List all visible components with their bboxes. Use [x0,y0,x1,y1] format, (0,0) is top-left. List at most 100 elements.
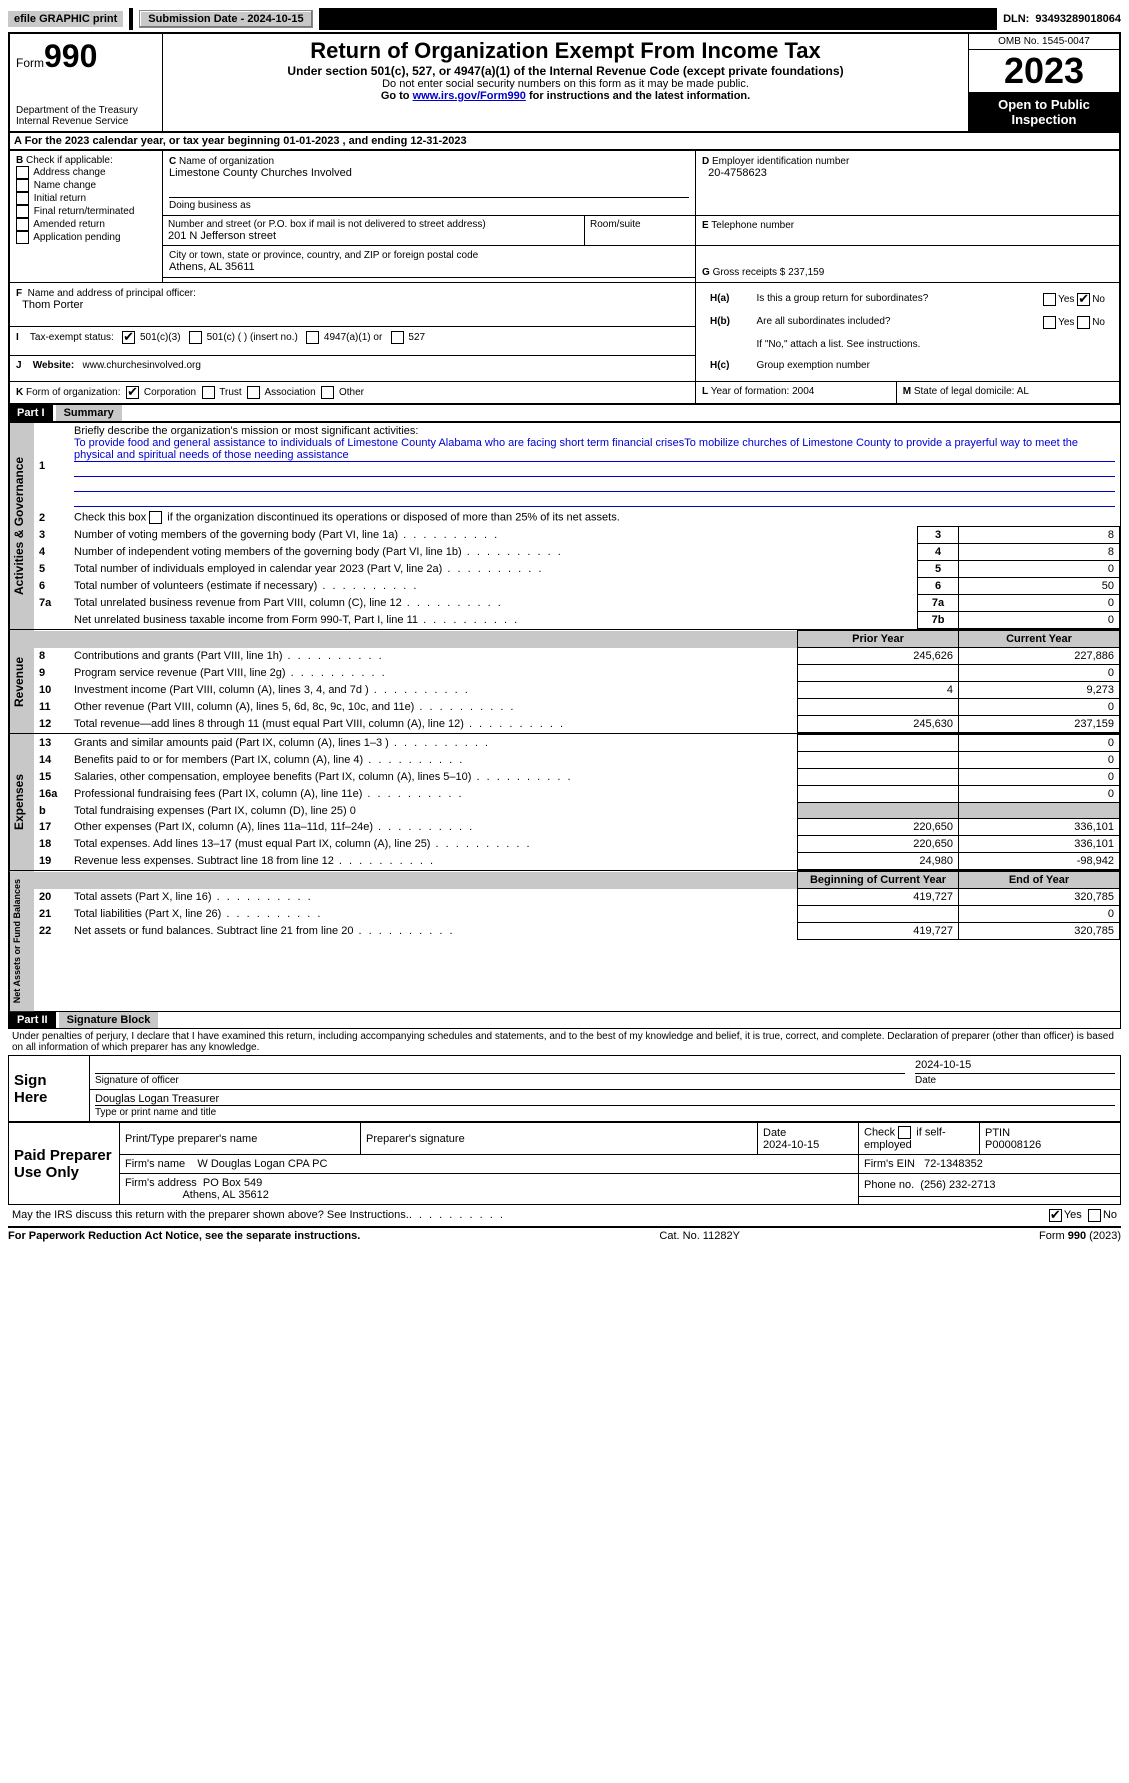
year-cell: OMB No. 1545-0047 2023 [969,33,1121,93]
ag-row: 5 Total number of individuals employed i… [34,561,1120,578]
g-label: Gross receipts $ [713,267,786,278]
e-label: Telephone number [711,220,794,231]
mission-text: To provide food and general assistance t… [74,437,1115,462]
tax-year: 2023 [969,50,1119,92]
phone-label: Phone no. [864,1179,914,1191]
chk-4947[interactable] [306,331,319,344]
topbar-sep [129,8,133,30]
ag-row: 6 Total number of volunteers (estimate i… [34,578,1120,595]
f-label: Name and address of principal officer: [28,288,196,299]
col-prior: Prior Year [798,631,959,648]
chk-hb-yes[interactable] [1043,316,1056,329]
sig-date-cell: 2024-10-15 Date [910,1056,1121,1090]
money-row: 17 Other expenses (Part IX, column (A), … [34,819,1120,836]
website-value: www.churchesinvolved.org [83,360,201,371]
chk-address-change[interactable] [16,166,29,179]
addr-label: Number and street (or P.O. box if mail i… [168,219,486,230]
hb-yes: Yes [1058,317,1074,328]
phone-val: (256) 232-2713 [920,1179,995,1191]
box-b: B Check if applicable: Address change Na… [9,150,163,283]
chk-hb-no[interactable] [1077,316,1090,329]
k-opt-1: Trust [219,387,241,398]
chk-527[interactable] [391,331,404,344]
b-opt-1: Name change [34,180,96,191]
b-opt-0: Address change [33,167,105,178]
k-label: Form of organization: [26,387,121,398]
firm-name-label: Firm's name [125,1158,185,1170]
chk-501c[interactable] [189,331,202,344]
chk-other[interactable] [321,386,334,399]
money-row: 18 Total expenses. Add lines 13–17 (must… [34,836,1120,853]
ag-section: Activities & Governance 1 Briefly descri… [8,422,1121,630]
open-to-public: Open to Public Inspection [969,93,1121,133]
discuss-yes: Yes [1064,1209,1082,1222]
b-label: Check if applicable: [26,155,113,166]
hb-no: No [1092,317,1105,328]
ag-row: 4 Number of independent voting members o… [34,544,1120,561]
firm-ein-val: 72-1348352 [924,1158,983,1170]
chk-discuss-no[interactable] [1088,1209,1101,1222]
ptin-value: P00008126 [985,1139,1041,1151]
submission-date-button[interactable]: Submission Date - 2024-10-15 [139,10,312,28]
chk-ha-yes[interactable] [1043,293,1056,306]
ptin-cell: PTIN P00008126 [980,1123,1121,1155]
firm-addr2: Athens, AL 35612 [182,1189,268,1201]
box-l: L Year of formation: 2004 [696,382,897,405]
chk-amended[interactable] [16,218,29,231]
mission-blank3 [74,492,1115,507]
m-label: State of legal domicile: [914,386,1015,397]
ha-no: No [1092,294,1105,305]
i-opt-2: 4947(a)(1) or [324,332,382,343]
rev-table: Prior Year Current Year 8 Contributions … [34,630,1120,733]
ag-row: Net unrelated business taxable income fr… [34,612,1120,629]
i-opt-0: 501(c)(3) [140,332,181,343]
chk-ha-no[interactable] [1077,293,1090,306]
k-opt-0: Corporation [144,387,196,398]
i-opt-3: 527 [408,332,425,343]
chk-trust[interactable] [202,386,215,399]
chk-initial-return[interactable] [16,192,29,205]
chk-501c3[interactable] [122,331,135,344]
title-cell: Return of Organization Exempt From Incom… [163,33,969,132]
city-value: Athens, AL 35611 [169,261,255,273]
j-label: Website: [33,360,75,371]
chk-discuss-yes[interactable] [1049,1209,1062,1222]
a-begin: 01-01-2023 [283,135,339,147]
chk-self-employed[interactable] [898,1126,911,1139]
sig-date-value: 2024-10-15 [915,1059,1115,1074]
money-row: 16a Professional fundraising fees (Part … [34,786,1120,803]
org-name: Limestone County Churches Involved [169,167,352,179]
chk-assoc[interactable] [247,386,260,399]
gross-receipts: 237,159 [788,267,824,278]
type-name-label: Type or print name and title [95,1107,216,1118]
chk-discontinued[interactable] [149,511,162,524]
chk-name-change[interactable] [16,179,29,192]
box-d: D Employer identification number 20-4758… [696,150,1121,216]
sign-here: Sign Here [9,1056,90,1122]
money-row: 12 Total revenue—add lines 8 through 11 … [34,716,1120,733]
box-h: H(a)Is this a group return for subordina… [696,283,1121,382]
money-row: 15 Salaries, other compensation, employe… [34,769,1120,786]
part2-label: Part II [9,1012,56,1028]
irs-link[interactable]: www.irs.gov/Form990 [413,90,526,102]
ag-table: 1 Briefly describe the organization's mi… [34,423,1120,629]
goto-note: Go to www.irs.gov/Form990 for instructio… [169,90,962,102]
b-opt-4: Amended return [33,219,105,230]
chk-final-return[interactable] [16,205,29,218]
exp-section: Expenses 13 Grants and similar amounts p… [8,734,1121,871]
col-curr: Current Year [959,631,1120,648]
chk-app-pending[interactable] [16,231,29,244]
money-row: 14 Benefits paid to or for members (Part… [34,752,1120,769]
mission-blank1 [74,462,1115,477]
q1-row: Briefly describe the organization's miss… [69,423,1120,509]
k-opt-3: Other [339,387,364,398]
box-m: M State of legal domicile: AL [896,382,1120,405]
part2-title: Signature Block [59,1012,159,1028]
part1-title: Summary [56,405,122,421]
col-begin: Beginning of Current Year [798,872,959,889]
ssn-note: Do not enter social security numbers on … [169,78,962,90]
firm-addr1: PO Box 549 [203,1177,262,1189]
goto-post: for instructions and the latest informat… [526,90,750,102]
box-i: I Tax-exempt status: 501(c)(3) 501(c) ( … [9,326,696,355]
chk-corp[interactable] [126,386,139,399]
